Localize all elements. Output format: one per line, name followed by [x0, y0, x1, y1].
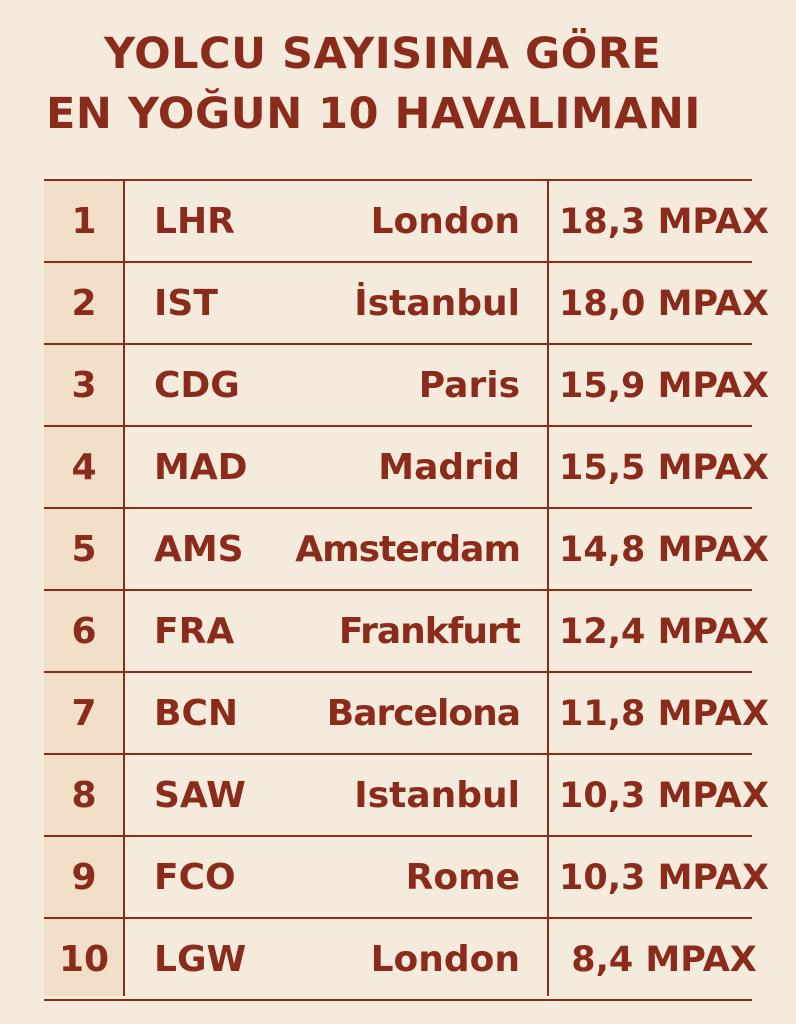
passenger-value-cell: 18,0 MPAX [559, 284, 769, 324]
table-bottom-border [44, 999, 752, 1001]
title-line-2: EN YOĞUN 10 HAVALIMANI [46, 89, 701, 139]
airport-code-cell: LHR [154, 201, 235, 242]
rank-cell: 6 [71, 611, 97, 652]
row-separator [44, 671, 752, 673]
table-row: 5 AMS Amsterdam 14,8 MPAX [44, 508, 768, 590]
passenger-value-cell: 18,3 MPAX [559, 202, 769, 242]
passenger-value-cell: 15,5 MPAX [559, 448, 769, 488]
table-row: 10 LGW London 8,4 MPAX [44, 918, 757, 1000]
table-row: 6 FRA Frankfurt 12,4 MPAX [44, 590, 768, 672]
table-row: 8 SAW Istanbul 10,3 MPAX [44, 754, 768, 836]
row-separator [44, 589, 752, 591]
passenger-value-cell: 10,3 MPAX [559, 776, 769, 816]
airport-code-cell: IST [154, 283, 218, 324]
city-cell: İstanbul [354, 283, 520, 324]
table-row: 9 FCO Rome 10,3 MPAX [44, 836, 768, 918]
rank-cell: 5 [71, 529, 97, 570]
airport-code-cell: MAD [154, 447, 248, 488]
city-cell: Barcelona [326, 693, 521, 734]
rank-cell: 8 [71, 775, 97, 816]
table-row: 4 MAD Madrid 15,5 MPAX [44, 426, 768, 508]
city-cell: London [370, 201, 520, 242]
city-cell: Istanbul [354, 775, 520, 816]
rank-cell: 3 [71, 365, 97, 406]
page-title: YOLCU SAYISINA GÖRE EN YOĞUN 10 HAVALIMA… [0, 24, 796, 144]
value-column-divider [547, 180, 549, 996]
airport-code-cell: AMS [154, 529, 244, 570]
passenger-value-cell: 12,4 MPAX [559, 612, 769, 652]
row-separator [44, 917, 752, 919]
airport-code-cell: SAW [154, 775, 246, 816]
rank-cell: 9 [71, 857, 97, 898]
row-separator [44, 425, 752, 427]
rank-cell: 2 [71, 283, 97, 324]
title-line-1: YOLCU SAYISINA GÖRE [104, 29, 662, 79]
passenger-value-cell: 8,4 MPAX [571, 940, 757, 980]
city-cell: Rome [405, 857, 520, 898]
airport-code-cell: CDG [154, 365, 240, 406]
row-separator [44, 835, 752, 837]
rank-cell: 1 [71, 201, 97, 242]
city-cell: Madrid [378, 447, 520, 488]
rank-cell: 4 [71, 447, 97, 488]
table-top-border [44, 179, 752, 181]
rank-cell: 7 [71, 693, 97, 734]
city-cell: Paris [418, 365, 520, 406]
city-cell: Amsterdam [295, 529, 521, 570]
row-separator [44, 343, 752, 345]
row-separator [44, 507, 752, 509]
rank-column-background [44, 180, 124, 996]
city-cell: Frankfurt [338, 611, 521, 652]
table-row: 7 BCN Barcelona 11,8 MPAX [44, 672, 768, 754]
passenger-value-cell: 11,8 MPAX [559, 694, 769, 734]
city-cell: London [370, 939, 520, 980]
airport-ranking-table: 1 LHR London 18,3 MPAX 2 IST İstanbul 18,0 MPAX… [44, 179, 769, 1001]
airport-code-cell: BCN [154, 693, 238, 734]
table-row: 1 LHR London 18,3 MPAX [44, 180, 768, 262]
table-row: 3 CDG Paris 15,9 MPAX [44, 344, 768, 426]
rank-cell: 10 [58, 939, 110, 980]
row-separator [44, 753, 752, 755]
airport-code-cell: FCO [154, 857, 236, 898]
airport-code-cell: LGW [154, 939, 247, 980]
airport-code-cell: FRA [154, 611, 235, 652]
rank-column-divider [123, 180, 125, 996]
passenger-value-cell: 10,3 MPAX [559, 858, 769, 898]
passenger-value-cell: 15,9 MPAX [559, 366, 769, 406]
row-separator [44, 261, 752, 263]
table-row: 2 IST İstanbul 18,0 MPAX [44, 262, 768, 344]
passenger-value-cell: 14,8 MPAX [559, 530, 769, 570]
